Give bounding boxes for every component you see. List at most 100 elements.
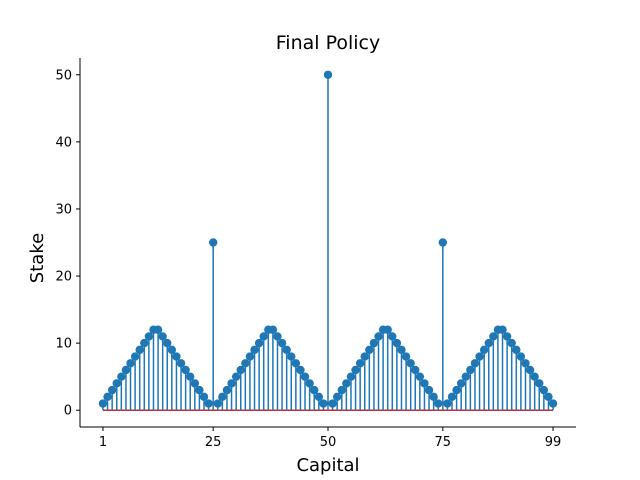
stem-marker: [516, 352, 526, 361]
stem-marker: [112, 379, 121, 388]
stem-marker: [443, 399, 452, 408]
stem-marker: [176, 359, 186, 368]
stem-marker: [144, 332, 154, 341]
stem-marker: [227, 379, 236, 388]
stem-marker: [406, 359, 415, 368]
stem-marker: [383, 325, 392, 334]
stem-marker: [126, 359, 135, 368]
stem-marker: [282, 345, 291, 355]
stem-marker: [512, 345, 521, 355]
stem-marker: [222, 385, 232, 395]
stem-marker: [548, 399, 558, 408]
stem-marker: [521, 359, 530, 368]
stem-marker: [199, 392, 209, 402]
stem-marker: [181, 365, 190, 375]
stem-marker: [388, 332, 397, 341]
stem-marker: [250, 345, 259, 355]
axes: 1 25 50 75 99 0 10 20 30 40 50: [55, 58, 576, 450]
stem-marker: [231, 372, 241, 381]
stem-marker: [424, 385, 434, 395]
stem-marker: [107, 385, 117, 395]
stem-marker: [296, 365, 305, 375]
stem-marker: [332, 392, 342, 402]
stem-marker: [323, 70, 333, 79]
stem-marker: [434, 399, 443, 408]
stem-marker: [305, 379, 314, 388]
stem-marker: [525, 365, 535, 375]
stem-marker: [355, 359, 365, 368]
stem-marker: [254, 338, 264, 348]
stem-marker: [319, 399, 328, 408]
stem-marker: [140, 338, 149, 348]
stem-marker: [530, 372, 539, 381]
stem-marker: [489, 332, 498, 341]
x-tick-label: 99: [545, 435, 562, 450]
stem-marker: [310, 385, 319, 395]
y-axis-label: Stake: [27, 233, 48, 283]
stem-marker: [98, 399, 108, 408]
stem-marker: [213, 399, 222, 408]
stem-marker: [484, 338, 493, 348]
stem-marker: [259, 332, 268, 341]
stem-marker: [103, 392, 112, 402]
stem-marker: [273, 332, 282, 341]
stem-marker: [268, 325, 278, 334]
stem-marker: [117, 372, 126, 381]
stem-marker: [397, 345, 406, 355]
stem-marker: [535, 379, 544, 388]
stem-marker: [314, 392, 324, 402]
stem-marker: [190, 379, 200, 388]
chart-title: Final Policy: [276, 32, 380, 54]
stem-marker: [218, 392, 227, 402]
stem-marker: [447, 392, 457, 402]
stem-marker: [342, 379, 351, 388]
stem-marker: [392, 338, 402, 348]
stem-marker: [346, 372, 356, 381]
stem-marker: [502, 332, 512, 341]
stem-marker: [429, 392, 438, 402]
x-tick-label: 25: [205, 435, 222, 450]
stem-marker: [287, 352, 296, 361]
stem-marker: [401, 352, 411, 361]
stem-marker: [208, 238, 218, 247]
stem-marker: [466, 365, 475, 375]
stem-marker: [411, 365, 420, 375]
stem-marker: [470, 359, 480, 368]
y-tick-label: 30: [55, 202, 72, 217]
stem-marker: [539, 385, 549, 395]
stem-marker: [204, 399, 213, 408]
stem-marker: [544, 392, 553, 402]
stem-marker: [167, 345, 177, 355]
stem-marker: [236, 365, 245, 375]
x-tick-label: 50: [320, 435, 337, 450]
y-tick-label: 20: [55, 270, 72, 285]
stem-marker: [186, 372, 195, 381]
stem-marker: [277, 338, 287, 348]
y-tick-label: 50: [55, 68, 72, 83]
stem-marker: [135, 345, 144, 355]
stem-marker: [172, 352, 181, 361]
stem-marker: [479, 345, 489, 355]
stem-marker: [374, 332, 383, 341]
stem-marker: [153, 325, 163, 334]
x-axis-label: Capital: [296, 455, 359, 476]
stem-marker: [158, 332, 167, 341]
stem-marker: [452, 385, 461, 395]
stem-marker: [130, 352, 140, 361]
plot-area: [98, 70, 558, 411]
stem-marker: [507, 338, 516, 348]
stem-marker: [369, 338, 379, 348]
stem-marker: [121, 365, 131, 375]
stem-marker: [360, 352, 369, 361]
x-tick-label: 1: [99, 435, 107, 450]
stem-marker: [420, 379, 429, 388]
stem-marker: [498, 325, 507, 334]
stem-marker: [241, 359, 250, 368]
stem-marker: [245, 352, 255, 361]
stem-marker: [365, 345, 374, 355]
stem-marker: [328, 399, 337, 408]
stem-marker: [351, 365, 360, 375]
y-tick-label: 10: [55, 337, 72, 352]
stem-marker: [415, 372, 425, 381]
